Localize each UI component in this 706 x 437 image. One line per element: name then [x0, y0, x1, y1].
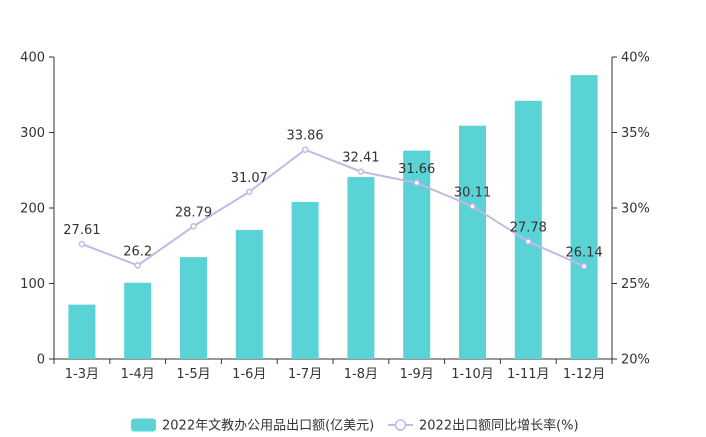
- right-tick-label: 30%: [621, 202, 650, 217]
- left-tick-label: 100: [20, 277, 45, 292]
- left-tick-label: 400: [20, 51, 45, 66]
- growth-line: [81, 148, 585, 268]
- data-label: 26.2: [123, 244, 152, 259]
- legend-line-marker: [394, 419, 407, 431]
- data-label: 30.11: [454, 185, 491, 200]
- line-point[interactable]: [580, 263, 588, 270]
- data-label: 31.66: [398, 162, 435, 177]
- data-label: 33.86: [286, 129, 323, 144]
- legend[interactable]: 2022年文教办公用品出口额(亿美元) 2022出口额同比增长率(%): [131, 418, 579, 434]
- legend-label: 2022出口额同比增长率(%): [419, 418, 579, 434]
- legend-item-bar[interactable]: 2022年文教办公用品出口额(亿美元): [131, 418, 374, 434]
- right-tick-label: 35%: [621, 126, 650, 141]
- x-tick-label: 1-6月: [232, 367, 266, 382]
- line-point[interactable]: [525, 238, 532, 245]
- left-tick-label: 0: [37, 353, 45, 368]
- bar[interactable]: [291, 201, 319, 359]
- legend-bar-swatch: [131, 418, 156, 432]
- x-tick-label: 1-7月: [288, 367, 322, 382]
- right-y-axis: 20% 25% 30% 35% 40%: [611, 51, 650, 368]
- bar[interactable]: [459, 125, 486, 359]
- x-tick-label: 1-12月: [563, 367, 606, 382]
- data-label: 31.07: [231, 171, 268, 186]
- line-point[interactable]: [246, 188, 253, 196]
- right-tick-label: 20%: [621, 353, 650, 368]
- x-axis: 1-3月 1-4月 1-5月 1-6月 1-7月 1-8月 1-9月 1-10月 1-11月 1-…: [53, 358, 613, 382]
- data-label: 32.41: [342, 151, 379, 166]
- x-tick-label: 1-5月: [176, 367, 210, 382]
- line-series: 27.61 26.2 28.79 31.07 33.86 32.41 31.66 30.11 2…: [63, 129, 603, 270]
- legend-label: 2022年文教办公用品出口额(亿美元): [162, 418, 374, 434]
- bar[interactable]: [514, 100, 542, 359]
- bar[interactable]: [570, 75, 598, 360]
- left-y-axis: 0 100 200 300 400: [20, 51, 55, 368]
- line-point[interactable]: [357, 168, 365, 175]
- left-tick-label: 200: [20, 202, 45, 217]
- data-label: 28.79: [175, 205, 212, 220]
- x-tick-label: 1-11月: [507, 367, 550, 382]
- bar[interactable]: [68, 304, 96, 359]
- x-tick-label: 1-8月: [344, 367, 378, 382]
- line-point[interactable]: [190, 223, 197, 230]
- bar[interactable]: [124, 282, 152, 359]
- x-tick-label: 1-3月: [65, 367, 99, 382]
- x-tick-label: 1-9月: [400, 367, 434, 382]
- line-point[interactable]: [301, 146, 309, 153]
- right-tick-label: 25%: [621, 277, 650, 292]
- line-point[interactable]: [469, 203, 476, 210]
- data-label: 27.78: [510, 221, 547, 236]
- bar-series: [68, 75, 598, 360]
- x-tick-label: 1-10月: [451, 367, 494, 382]
- data-label: 27.61: [63, 223, 100, 238]
- left-tick-label: 300: [20, 126, 45, 141]
- line-point[interactable]: [413, 179, 420, 187]
- bar[interactable]: [235, 229, 263, 359]
- legend-item-line[interactable]: 2022出口额同比增长率(%): [388, 418, 579, 434]
- bar[interactable]: [180, 257, 207, 359]
- data-label: 26.14: [565, 245, 602, 260]
- x-tick-label: 1-4月: [121, 367, 155, 382]
- line-point[interactable]: [78, 240, 86, 248]
- bar[interactable]: [347, 177, 375, 359]
- right-tick-label: 40%: [621, 51, 650, 66]
- line-point[interactable]: [134, 262, 141, 269]
